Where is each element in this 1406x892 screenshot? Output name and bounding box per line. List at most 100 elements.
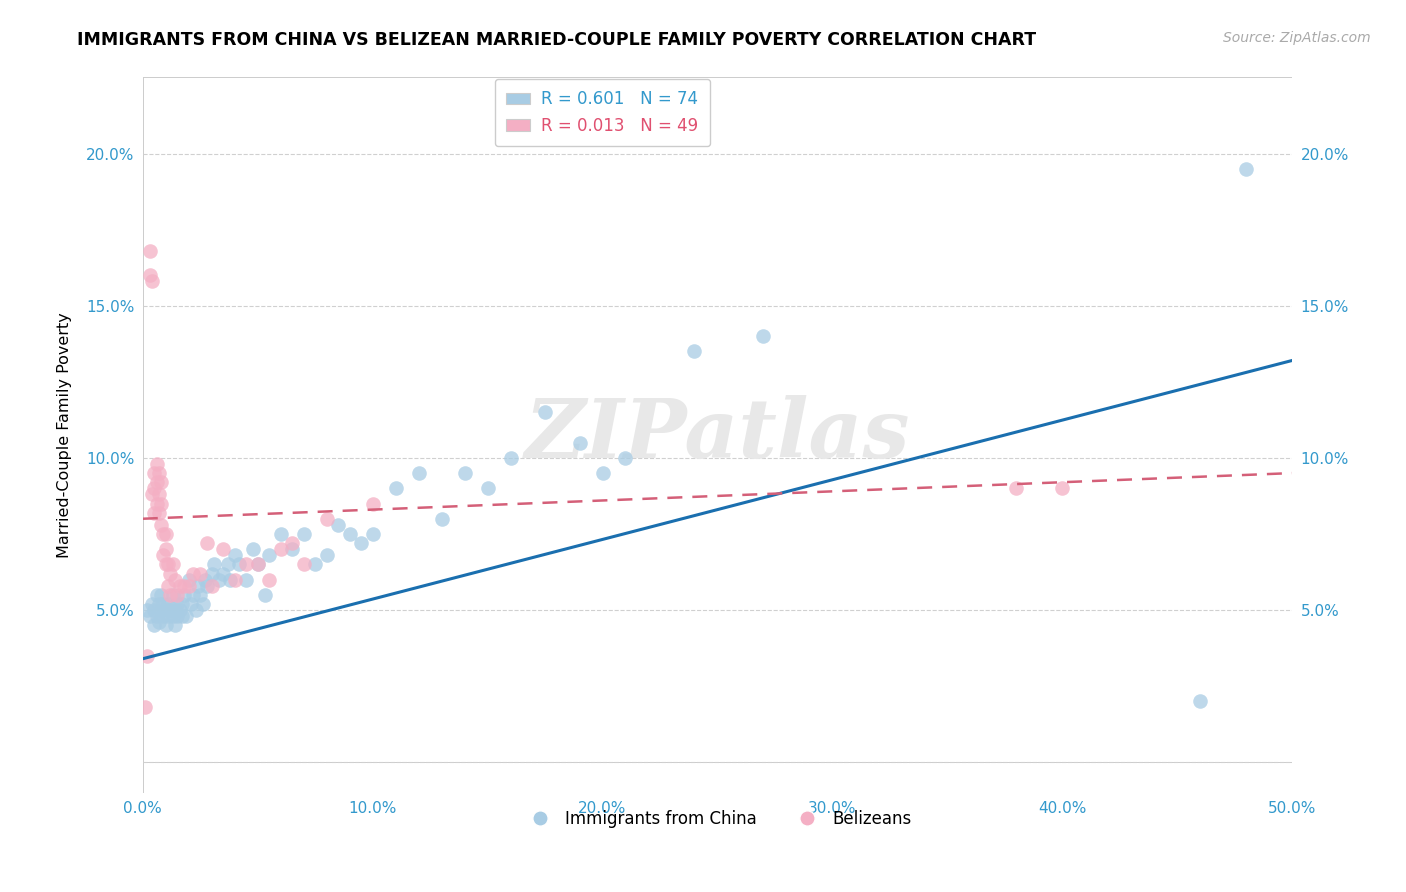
Point [187,579,209,593]
Point [143,618,166,632]
Point [152,548,174,562]
Point [430,512,453,526]
Point [134,700,156,714]
Point [184,603,207,617]
Point [157,558,180,572]
Point [1234,161,1257,176]
Legend: Immigrants from China, Belizeans: Immigrants from China, Belizeans [517,803,918,834]
Point [1052,481,1074,495]
Point [224,548,246,562]
Point [143,481,166,495]
Point [453,466,475,480]
Point [361,496,384,510]
Point [191,597,214,611]
Point [157,579,180,593]
Point [162,609,184,624]
Point [152,527,174,541]
Point [155,542,177,557]
Point [339,527,361,541]
Point [270,527,292,541]
Point [155,558,177,572]
Point [408,466,430,480]
Point [246,558,269,572]
Point [228,558,250,572]
Point [148,487,170,501]
Text: IMMIGRANTS FROM CHINA VS BELIZEAN MARRIED-COUPLE FAMILY POVERTY CORRELATION CHAR: IMMIGRANTS FROM CHINA VS BELIZEAN MARRIE… [77,31,1036,49]
Point [202,558,225,572]
Point [195,536,218,550]
Point [173,579,195,593]
Point [145,609,167,624]
Point [150,517,173,532]
Point [163,618,186,632]
Point [201,579,224,593]
Point [148,615,170,630]
Point [152,597,174,611]
Point [246,558,269,572]
Point [477,481,499,495]
Point [155,527,177,541]
Text: Source: ZipAtlas.com: Source: ZipAtlas.com [1223,31,1371,45]
Point [176,609,198,624]
Point [150,475,173,490]
Point [136,603,159,617]
Point [163,573,186,587]
Point [242,542,264,557]
Point [159,566,181,581]
Point [292,527,315,541]
Point [304,558,326,572]
Point [148,466,170,480]
Point [166,597,188,611]
Point [235,558,257,572]
Point [183,566,205,581]
Point [163,603,186,617]
Point [138,609,160,624]
Point [292,558,315,572]
Point [169,603,191,617]
Point [614,450,637,465]
Point [170,597,193,611]
Point [138,244,160,258]
Point [143,466,166,480]
Point [157,609,180,624]
Point [159,603,181,617]
Point [683,344,706,359]
Point [188,588,211,602]
Point [145,457,167,471]
Point [136,648,159,663]
Point [361,527,384,541]
Point [253,588,276,602]
Point [183,588,205,602]
Text: ZIPatlas: ZIPatlas [524,395,910,475]
Point [281,542,304,557]
Point [328,517,350,532]
Point [212,542,235,557]
Point [315,512,337,526]
Point [592,466,614,480]
Point [208,573,231,587]
Point [159,588,181,602]
Point [157,597,180,611]
Point [152,609,174,624]
Point [315,548,337,562]
Point [150,588,173,602]
Point [162,558,184,572]
Point [235,573,257,587]
Point [257,548,280,562]
Point [143,603,166,617]
Point [188,566,211,581]
Point [350,536,373,550]
Point [177,573,200,587]
Point [257,573,280,587]
Point [201,566,224,581]
Point [166,609,188,624]
Point [145,588,167,602]
Point [143,506,166,520]
Point [212,566,235,581]
Point [166,588,188,602]
Point [141,487,163,501]
Point [138,268,160,283]
Point [194,573,217,587]
Point [217,558,239,572]
Point [499,450,522,465]
